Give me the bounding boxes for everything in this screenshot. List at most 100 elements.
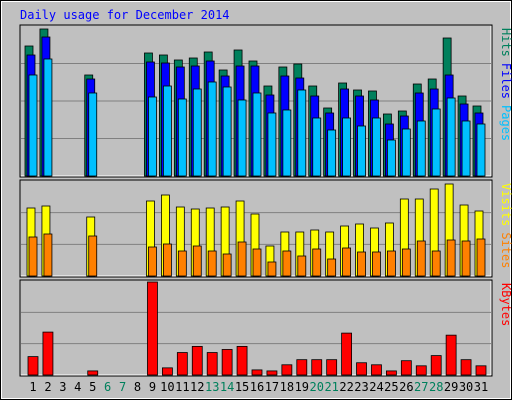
legend-label: Visits bbox=[499, 183, 512, 226]
bar bbox=[207, 250, 217, 277]
x-tick-label: 9 bbox=[149, 380, 156, 394]
bar bbox=[311, 359, 323, 376]
bar bbox=[401, 248, 411, 277]
bar bbox=[327, 258, 337, 277]
bar bbox=[43, 58, 53, 177]
bar bbox=[88, 92, 98, 177]
bar bbox=[416, 240, 426, 277]
bar bbox=[251, 369, 263, 376]
bar bbox=[430, 355, 442, 376]
bar bbox=[386, 250, 396, 277]
bar bbox=[222, 253, 232, 277]
bar bbox=[42, 331, 54, 376]
x-tick-label: 22 bbox=[339, 380, 353, 394]
bar bbox=[28, 74, 38, 177]
bar bbox=[252, 248, 262, 277]
bar bbox=[27, 356, 39, 376]
bar bbox=[206, 352, 218, 376]
legend-label: Files bbox=[499, 63, 512, 99]
x-tick-label: 10 bbox=[160, 380, 174, 394]
bar bbox=[177, 250, 187, 277]
x-tick-label: 3 bbox=[59, 380, 66, 394]
bar bbox=[176, 352, 188, 376]
x-tick-label: 14 bbox=[220, 380, 234, 394]
bar bbox=[192, 88, 202, 177]
bar bbox=[356, 362, 367, 376]
bar bbox=[476, 238, 486, 277]
bar bbox=[282, 109, 292, 177]
x-tick-label: 8 bbox=[134, 380, 141, 394]
x-tick-label: 25 bbox=[384, 380, 398, 394]
x-tick-label: 27 bbox=[414, 380, 428, 394]
bar bbox=[267, 261, 277, 277]
bar bbox=[445, 334, 457, 376]
bar bbox=[28, 236, 38, 277]
x-tick-label: 6 bbox=[104, 380, 111, 394]
bar bbox=[446, 97, 456, 177]
legend-label: Hits bbox=[499, 28, 512, 57]
x-tick-label: 15 bbox=[235, 380, 249, 394]
bar bbox=[296, 359, 308, 376]
panel bbox=[19, 279, 493, 377]
bar bbox=[461, 240, 471, 277]
bar bbox=[207, 81, 217, 177]
x-tick-label: 17 bbox=[265, 380, 279, 394]
bar bbox=[372, 117, 381, 177]
bar bbox=[266, 370, 278, 376]
bar bbox=[267, 112, 277, 177]
bar bbox=[177, 98, 187, 177]
bar bbox=[147, 281, 158, 376]
bar bbox=[162, 243, 172, 277]
bar bbox=[297, 89, 307, 177]
x-tick-label: 23 bbox=[354, 380, 368, 394]
chart-title: Daily usage for December 2014 bbox=[20, 8, 230, 22]
bar bbox=[281, 364, 293, 376]
x-tick-label: 19 bbox=[295, 380, 309, 394]
bar bbox=[341, 332, 353, 376]
bar bbox=[357, 125, 366, 177]
x-tick-label: 2 bbox=[44, 380, 51, 394]
x-tick-label: 28 bbox=[429, 380, 443, 394]
bar bbox=[327, 129, 337, 177]
bar bbox=[431, 250, 441, 277]
bar bbox=[237, 241, 247, 277]
bar bbox=[162, 85, 172, 177]
bar bbox=[446, 239, 456, 277]
bar bbox=[476, 123, 486, 177]
x-tick-label: 26 bbox=[399, 380, 413, 394]
bar bbox=[386, 139, 396, 177]
x-tick-label: 7 bbox=[119, 380, 126, 394]
bar bbox=[371, 364, 382, 376]
x-tick-label: 29 bbox=[444, 380, 458, 394]
x-tick-label: 4 bbox=[74, 380, 81, 394]
bar bbox=[312, 248, 322, 277]
bar bbox=[88, 235, 98, 277]
bar bbox=[236, 345, 248, 376]
bar bbox=[252, 92, 262, 177]
x-tick-label: 1 bbox=[29, 380, 36, 394]
bar bbox=[475, 365, 487, 376]
bar bbox=[237, 99, 247, 177]
bar bbox=[221, 349, 233, 376]
bar bbox=[192, 245, 202, 277]
x-tick-label: 21 bbox=[324, 380, 338, 394]
bar bbox=[372, 251, 381, 277]
bar bbox=[222, 86, 232, 177]
x-tick-label: 13 bbox=[205, 380, 219, 394]
bar bbox=[415, 365, 427, 376]
x-tick-label: 30 bbox=[459, 380, 473, 394]
bar bbox=[282, 250, 292, 277]
bar bbox=[148, 246, 157, 277]
bar bbox=[148, 96, 157, 177]
bar bbox=[416, 120, 426, 177]
bar bbox=[43, 233, 53, 277]
bar bbox=[161, 367, 173, 376]
bar bbox=[326, 359, 338, 376]
x-tick-label: 31 bbox=[474, 380, 488, 394]
bar bbox=[461, 120, 471, 177]
bar bbox=[342, 117, 352, 177]
x-tick-label: 5 bbox=[89, 380, 96, 394]
bar bbox=[87, 370, 99, 376]
